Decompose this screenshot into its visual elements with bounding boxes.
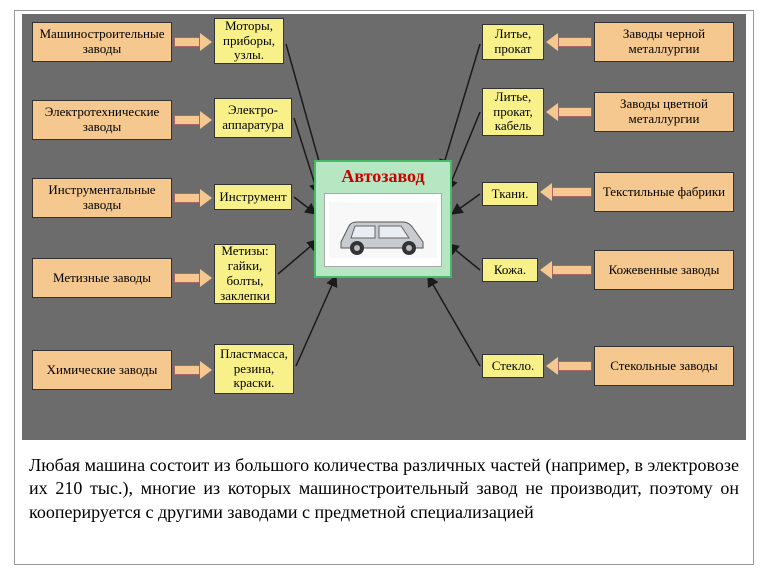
right-arrow-4 bbox=[546, 359, 592, 373]
right-arrow-2 bbox=[540, 185, 592, 199]
center-node-autozavod: Автозавод bbox=[314, 160, 452, 278]
diagram-area: Автозавод Машиностроительные заводы Мотор… bbox=[22, 14, 746, 440]
car-image bbox=[324, 193, 442, 267]
right-product-3: Кожа. bbox=[482, 258, 538, 282]
right-product-4: Стекло. bbox=[482, 354, 544, 378]
left-factory-2: Инструментальные заводы bbox=[32, 178, 172, 218]
left-factory-4: Химические заводы bbox=[32, 350, 172, 390]
left-factory-0: Машиностроительные заводы bbox=[32, 22, 172, 62]
caption-text: Любая машина состоит из большого количес… bbox=[25, 454, 743, 524]
right-arrow-1 bbox=[546, 105, 592, 119]
left-arrow-4 bbox=[174, 363, 212, 377]
right-product-0: Литье, прокат bbox=[482, 24, 544, 60]
left-product-4: Пластмасса, резина, краски. bbox=[214, 344, 294, 394]
right-arrow-0 bbox=[546, 35, 592, 49]
right-factory-2: Текстильные фабрики bbox=[594, 172, 734, 212]
left-product-2: Инструмент bbox=[214, 184, 292, 210]
left-product-0: Моторы, приборы, узлы. bbox=[214, 18, 284, 64]
left-arrow-1 bbox=[174, 113, 212, 127]
center-title: Автозавод bbox=[316, 162, 450, 187]
left-product-1: Электро-аппаратура bbox=[214, 98, 292, 138]
left-arrow-3 bbox=[174, 271, 212, 285]
right-arrow-3 bbox=[540, 263, 592, 277]
right-factory-3: Кожевенные заводы bbox=[594, 250, 734, 290]
left-factory-1: Электротехнические заводы bbox=[32, 100, 172, 140]
right-factory-1: Заводы цветной металлургии bbox=[594, 92, 734, 132]
right-factory-4: Стекольные заводы bbox=[594, 346, 734, 386]
left-arrow-2 bbox=[174, 191, 212, 205]
right-factory-0: Заводы черной металлургии bbox=[594, 22, 734, 62]
left-product-3: Метизы: гайки, болты, заклепки bbox=[214, 244, 276, 304]
left-factory-3: Метизные заводы bbox=[32, 258, 172, 298]
right-product-2: Ткани. bbox=[482, 182, 538, 206]
left-arrow-0 bbox=[174, 35, 212, 49]
right-product-1: Литье, прокат, кабель bbox=[482, 88, 544, 136]
